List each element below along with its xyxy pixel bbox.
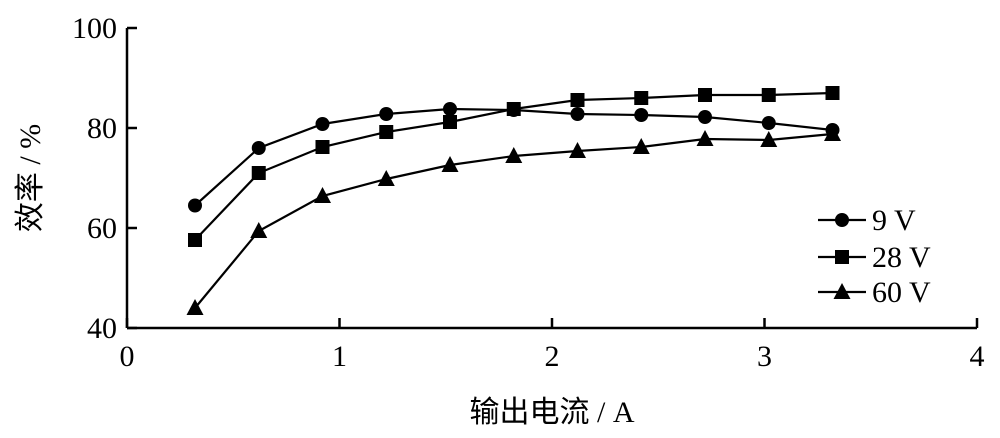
data-point-triangle — [824, 125, 841, 141]
x-axis-title: 输出电流 / A — [470, 396, 635, 429]
legend-label: 60 V — [872, 276, 931, 309]
data-point-circle — [698, 110, 712, 124]
data-point-square — [315, 140, 330, 154]
series-layer — [186, 86, 841, 315]
legend: 9 V 28 V60 V — [818, 204, 931, 309]
data-point-circle — [570, 107, 585, 121]
data-point-circle — [315, 117, 330, 131]
data-point-circle — [251, 141, 266, 155]
y-tick-label: 40 — [87, 312, 117, 345]
data-point-square — [634, 91, 649, 105]
data-point-circle — [379, 107, 394, 121]
data-point-square — [698, 88, 712, 102]
y-axis-title: 效率 / % — [14, 124, 47, 232]
data-point-circle — [188, 198, 202, 213]
legend-marker-triangle — [833, 283, 851, 299]
legend-label: 28 V — [872, 241, 931, 274]
data-point-square — [825, 86, 840, 100]
data-point-circle — [634, 108, 649, 122]
data-point-triangle — [250, 222, 268, 238]
legend-item: 9 V — [818, 204, 916, 237]
data-point-circle — [761, 116, 776, 130]
series-square — [188, 86, 840, 247]
y-tick-label: 80 — [87, 112, 117, 145]
data-point-triangle — [314, 187, 331, 203]
legend-marker-circle — [835, 213, 849, 227]
data-point-square — [188, 233, 202, 247]
series-triangle — [186, 125, 841, 315]
x-tick-label: 0 — [120, 340, 135, 373]
legend-marker-square — [835, 250, 849, 264]
data-point-triangle — [632, 138, 650, 154]
legend-label: 9 V — [872, 204, 916, 237]
data-point-square — [379, 125, 394, 139]
data-point-triangle — [696, 130, 714, 146]
x-tick-label: 3 — [757, 340, 772, 373]
data-point-triangle — [760, 131, 778, 147]
data-point-triangle — [377, 170, 395, 186]
data-point-square — [761, 88, 776, 102]
data-point-square — [506, 102, 521, 116]
data-point-triangle — [505, 147, 523, 163]
x-tick-label: 1 — [332, 340, 347, 373]
data-point-square — [251, 166, 266, 180]
data-point-square — [443, 115, 457, 129]
data-point-square — [570, 93, 585, 107]
y-tick-label: 100 — [72, 12, 117, 45]
data-point-triangle — [441, 156, 459, 172]
axes: 0 1 2 3 4 40 60 80 100 — [72, 12, 985, 373]
data-point-triangle — [186, 299, 204, 315]
legend-item: 60 V — [818, 276, 931, 309]
x-tick-label: 4 — [970, 340, 985, 373]
data-point-triangle — [569, 142, 586, 158]
y-tick-label: 60 — [87, 212, 117, 245]
x-tick-label: 2 — [545, 340, 560, 373]
legend-item: 28 V — [818, 241, 931, 274]
data-point-circle — [443, 102, 457, 116]
